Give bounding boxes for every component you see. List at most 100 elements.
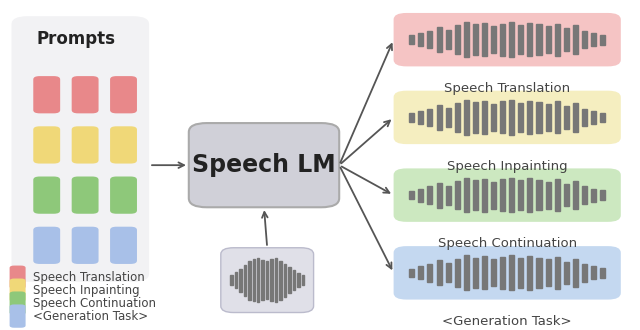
Bar [235, 273, 237, 288]
FancyBboxPatch shape [394, 246, 621, 300]
Bar [573, 181, 578, 209]
Bar [473, 258, 478, 288]
Bar [536, 102, 541, 133]
Bar [428, 109, 433, 126]
Bar [573, 25, 578, 54]
Bar [555, 24, 560, 56]
Bar [428, 31, 433, 49]
Bar [445, 108, 451, 127]
Bar [509, 100, 515, 135]
Bar [473, 180, 478, 211]
Bar [266, 261, 268, 299]
Bar [419, 33, 424, 46]
FancyBboxPatch shape [33, 177, 60, 214]
FancyBboxPatch shape [110, 227, 137, 264]
Bar [298, 273, 300, 287]
Bar [518, 181, 524, 210]
FancyBboxPatch shape [394, 13, 621, 66]
Bar [582, 109, 587, 126]
Bar [271, 259, 273, 301]
Text: Speech Inpainting: Speech Inpainting [447, 160, 568, 173]
Bar [257, 258, 259, 302]
Bar [473, 24, 478, 55]
Bar [454, 259, 460, 287]
Bar [293, 270, 295, 290]
Bar [564, 184, 569, 206]
Bar [582, 31, 587, 49]
Bar [591, 188, 596, 202]
FancyBboxPatch shape [33, 76, 60, 113]
Bar [409, 113, 414, 122]
FancyBboxPatch shape [110, 126, 137, 164]
FancyBboxPatch shape [10, 266, 26, 289]
Bar [436, 105, 442, 130]
Bar [482, 256, 487, 289]
Bar [545, 259, 550, 286]
Bar [500, 257, 505, 289]
Bar [600, 268, 605, 278]
FancyBboxPatch shape [110, 177, 137, 214]
Bar [409, 191, 414, 199]
Bar [280, 261, 282, 300]
Bar [428, 186, 433, 204]
Bar [600, 35, 605, 45]
Bar [536, 180, 541, 211]
Bar [536, 258, 541, 288]
Bar [409, 269, 414, 277]
Bar [491, 259, 496, 286]
Bar [573, 103, 578, 132]
Bar [253, 259, 255, 301]
Bar [482, 101, 487, 134]
Bar [518, 25, 524, 54]
Text: Speech LM: Speech LM [192, 153, 336, 177]
Text: <Generation Task>: <Generation Task> [33, 310, 148, 323]
FancyBboxPatch shape [221, 248, 314, 313]
Bar [591, 111, 596, 124]
FancyBboxPatch shape [12, 16, 149, 282]
Bar [302, 275, 304, 285]
Bar [464, 178, 469, 213]
Bar [536, 24, 541, 55]
Bar [445, 263, 451, 282]
FancyBboxPatch shape [33, 227, 60, 264]
Bar [454, 25, 460, 54]
Bar [275, 258, 277, 302]
Bar [573, 259, 578, 287]
Bar [527, 179, 532, 212]
Bar [445, 30, 451, 49]
Bar [419, 188, 424, 202]
Bar [500, 24, 505, 56]
Bar [582, 186, 587, 204]
Bar [491, 182, 496, 209]
Text: Speech Inpainting: Speech Inpainting [33, 284, 140, 297]
FancyBboxPatch shape [189, 123, 339, 207]
Bar [454, 103, 460, 132]
FancyBboxPatch shape [10, 279, 26, 302]
Bar [509, 22, 515, 57]
Bar [509, 178, 515, 213]
Bar [527, 256, 532, 289]
Bar [436, 260, 442, 285]
Bar [230, 275, 232, 285]
Bar [555, 257, 560, 289]
Bar [419, 266, 424, 280]
FancyBboxPatch shape [72, 227, 99, 264]
Bar [564, 28, 569, 51]
Bar [500, 101, 505, 133]
Bar [527, 23, 532, 56]
Bar [545, 104, 550, 131]
Bar [555, 179, 560, 211]
Bar [509, 255, 515, 290]
Bar [473, 102, 478, 133]
Text: Speech Translation: Speech Translation [33, 271, 145, 284]
Bar [428, 264, 433, 281]
Bar [600, 190, 605, 200]
Bar [518, 258, 524, 288]
FancyBboxPatch shape [10, 305, 26, 328]
FancyBboxPatch shape [72, 76, 99, 113]
FancyBboxPatch shape [72, 177, 99, 214]
Bar [464, 255, 469, 290]
FancyBboxPatch shape [10, 291, 26, 315]
Text: Prompts: Prompts [36, 30, 115, 48]
Bar [555, 101, 560, 133]
